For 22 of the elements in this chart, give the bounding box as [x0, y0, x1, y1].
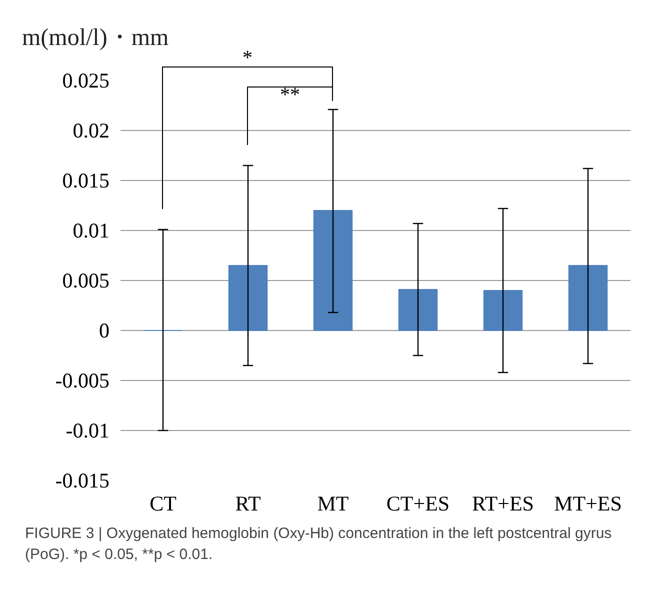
x-tick-label: RT — [235, 492, 261, 516]
bar — [568, 265, 608, 331]
bar — [228, 265, 268, 331]
bar — [483, 290, 523, 331]
y-tick-label: -0.005 — [55, 368, 110, 392]
caption: FIGURE 3 | Oxygenated hemoglobin (Oxy-Hb) concentration in the left postcentral gyrus (PoG). *p < 0.05, **p < 0.01. — [25, 524, 613, 566]
y-tick-label: -0.01 — [66, 418, 110, 442]
y-tick-label: -0.015 — [55, 468, 110, 492]
bar — [313, 210, 353, 331]
y-tick-label: 0.02 — [72, 118, 110, 142]
y-tick-label: 0.005 — [62, 268, 110, 292]
x-tick-label: RT+ES — [472, 492, 534, 516]
x-tick-label: CT+ES — [386, 492, 450, 516]
y-tick-label: 0.025 — [62, 68, 110, 92]
bar — [398, 289, 438, 331]
y-tick-label: 0.01 — [72, 218, 110, 242]
x-tick-label: CT — [150, 492, 177, 516]
y-tick-label: 0 — [99, 318, 110, 342]
x-tick-label: MT+ES — [554, 492, 622, 516]
y-tick-label: 0.015 — [62, 168, 110, 192]
x-tick-label: MT — [317, 492, 349, 516]
annotation: ** — [280, 84, 300, 106]
